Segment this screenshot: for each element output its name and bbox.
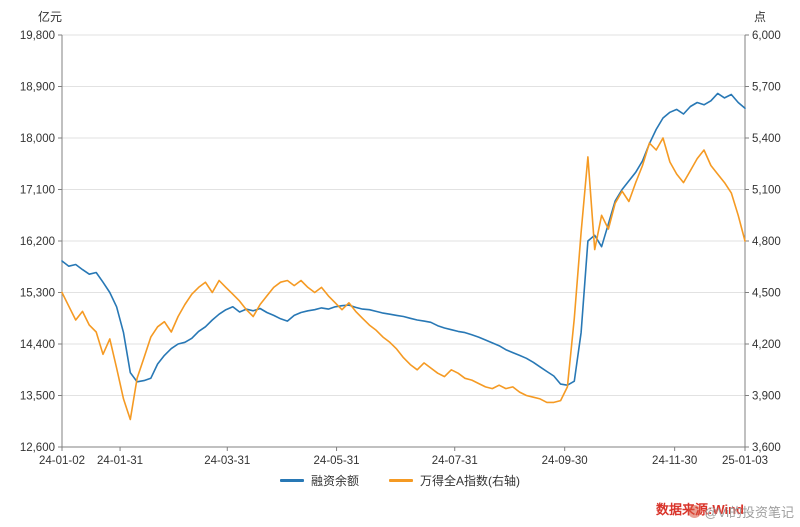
right-axis-tick-label: 6,000 [752,30,781,42]
left-axis-tick-label: 13,500 [20,391,55,403]
watermark-logo-icon [688,505,702,518]
watermark-handle-text: @Vi的投资笔记 [704,505,794,520]
wind-index-line-swatch [389,479,413,482]
right-axis-tick-label: 5,100 [752,185,781,197]
legend-item-wind-all-a-index: 万得全A指数(右轴) [389,472,520,489]
x-axis-tick-label: 24-01-31 [97,455,143,467]
right-axis-tick-label: 4,200 [752,339,781,351]
legend-label: 融资余额 [310,474,359,488]
legend-item-margin-balance: 融资余额 [279,472,359,489]
watermark-handle: @Vi的投资笔记 [688,502,794,521]
right-axis-tick-label: 5,400 [752,133,781,145]
left-axis-tick-label: 16,200 [20,236,55,248]
x-axis-tick-label: 24-01-02 [39,455,85,467]
left-axis-tick-label: 18,000 [20,133,55,145]
legend: 融资余额 万得全A指数(右轴) [0,472,800,489]
x-axis-tick-label: 25-01-03 [722,455,768,467]
left-axis-tick-label: 19,800 [20,30,55,42]
right-axis-tick-label: 4,800 [752,236,781,248]
left-axis-tick-label: 12,600 [20,442,55,454]
right-axis-unit-label: 点 [753,10,766,24]
left-axis-tick-label: 17,100 [20,185,55,197]
right-axis-tick-label: 3,900 [752,391,781,403]
x-axis-tick-label: 24-03-31 [204,455,250,467]
left-axis-unit-label: 亿元 [38,10,63,24]
x-axis-tick-label: 24-07-31 [432,455,478,467]
x-axis-tick-label: 24-05-31 [314,455,360,467]
right-axis-tick-label: 4,500 [752,288,781,300]
series-line-融资余额 [61,92,746,387]
left-axis-tick-label: 18,900 [20,82,55,94]
x-axis-tick-label: 24-11-30 [652,455,697,467]
legend-label: 万得全A指数(右轴) [420,474,520,488]
left-axis-tick-label: 14,400 [20,339,55,351]
right-axis-tick-label: 5,700 [752,82,781,94]
margin-balance-line-swatch [279,479,304,482]
left-axis-tick-label: 15,300 [20,288,55,300]
series-line-万得全A指数(右轴) [61,137,746,421]
watermark: 数据来源:Wind @Vi的投资笔记 [606,501,796,523]
x-axis-tick-label: 24-09-30 [542,455,588,467]
right-axis-tick-label: 3,600 [752,442,781,454]
